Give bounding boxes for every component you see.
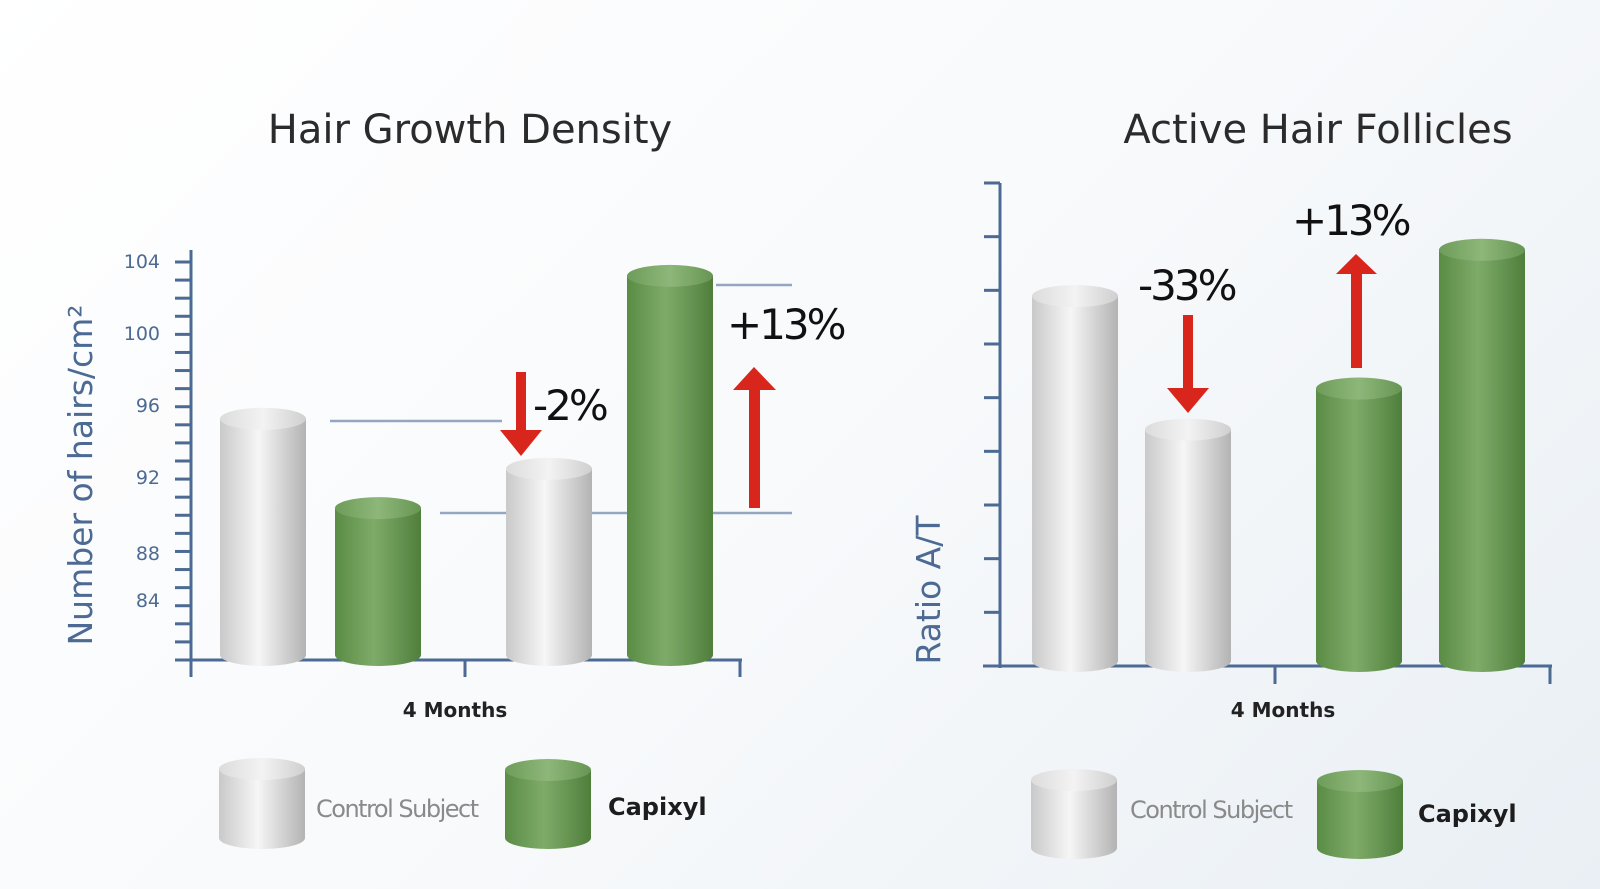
bar-top: [627, 264, 713, 287]
y-tick-label: 88: [136, 543, 160, 565]
bar-body: [1032, 296, 1118, 672]
bar-top: [1317, 770, 1403, 792]
increase-arrow: [1336, 254, 1377, 368]
arrow-shaft: [1183, 315, 1193, 389]
arrow-head: [1336, 254, 1377, 274]
bar-body: [505, 770, 591, 849]
y-axis-label: Ratio A/T: [909, 515, 948, 665]
annotation-label: -33%: [1138, 261, 1236, 310]
bar-top: [1316, 377, 1402, 400]
legend-swatch-control: [219, 758, 305, 849]
legend-swatches: [1031, 769, 1403, 859]
bar-body: [506, 468, 592, 666]
decrease-arrow: [500, 372, 542, 456]
bar-top: [1031, 769, 1117, 791]
legend-label-control: Control Subject: [1130, 796, 1293, 824]
annotation-label: +13%: [727, 300, 845, 349]
bar-top: [220, 407, 306, 430]
arrow-head: [500, 430, 542, 456]
legend-label-control: Control Subject: [316, 795, 479, 823]
x-category-label: 4 Months: [1231, 698, 1335, 722]
decrease-arrow: [1167, 315, 1209, 413]
bars: [1032, 238, 1525, 673]
annotation-label: -2%: [533, 381, 607, 430]
arrow-head: [1167, 388, 1209, 413]
bar-control-subject: [506, 457, 592, 666]
y-axis-ticks: [175, 260, 191, 662]
bar-body: [1031, 780, 1117, 859]
legend-label-capixyl: Capixyl: [608, 793, 707, 821]
y-axis: 104 100 96 92 88 84: [124, 250, 193, 662]
y-axis-ticks: [984, 181, 1000, 668]
y-axis: [984, 181, 1002, 668]
legend: Control Subject Capixyl: [219, 758, 707, 849]
bar-body: [220, 418, 306, 666]
bar-top: [505, 759, 591, 781]
bar-capixyl: [1439, 238, 1525, 673]
bars: [220, 264, 713, 666]
y-axis-label: Number of hairs/cm²: [61, 304, 100, 645]
chart-hair-growth-density: Hair Growth Density Number of hairs/cm² …: [61, 107, 848, 849]
chart-title: Hair Growth Density: [268, 107, 672, 153]
arrow-shaft: [516, 372, 526, 432]
annotation-label: +13%: [1292, 196, 1410, 245]
bar-capixyl: [335, 497, 421, 666]
bar-top: [1145, 418, 1231, 441]
bar-body: [627, 275, 713, 666]
bar-control-subject: [220, 407, 306, 666]
bar-body: [1316, 388, 1402, 672]
x-axis: 4 Months: [983, 664, 1552, 722]
arrow-shaft: [749, 388, 760, 508]
reference-lines: [330, 283, 792, 515]
bar-top: [1032, 285, 1118, 308]
bar-top: [1439, 238, 1525, 261]
bar-control-subject: [1032, 285, 1118, 672]
y-tick-label: 100: [124, 323, 160, 345]
legend-swatch-control: [1031, 769, 1117, 859]
y-axis-tick-labels: 104 100 96 92 88 84: [124, 251, 160, 612]
legend-swatch-capixyl: [505, 759, 591, 849]
bar-body: [219, 769, 305, 849]
x-axis: 4 Months: [189, 658, 742, 722]
y-tick-label: 92: [136, 467, 160, 489]
bar-body: [1439, 249, 1525, 673]
legend: Control Subject Capixyl: [1031, 769, 1517, 859]
bar-control-subject: [1145, 418, 1231, 672]
arrow-head: [733, 367, 776, 390]
change-annotations: -33% +13%: [1138, 196, 1413, 413]
bar-top: [219, 758, 305, 780]
legend-swatches: [219, 758, 591, 849]
bar-top: [506, 457, 592, 480]
arrow-shaft: [1351, 272, 1362, 368]
chart-active-hair-follicles: Active Hair Follicles Ratio A/T 4 Months…: [909, 107, 1552, 859]
change-annotations: -2% +13%: [500, 300, 848, 508]
x-category-label: 4 Months: [403, 698, 507, 722]
bar-body: [1145, 429, 1231, 672]
y-tick-label: 96: [136, 395, 160, 417]
bar-capixyl: [627, 264, 713, 666]
y-tick-label: 84: [136, 590, 160, 612]
bar-body: [1317, 781, 1403, 859]
bar-capixyl: [1316, 377, 1402, 672]
bar-top: [335, 497, 421, 520]
bar-body: [335, 508, 421, 666]
chart-title: Active Hair Follicles: [1123, 107, 1512, 153]
legend-label-capixyl: Capixyl: [1418, 800, 1517, 828]
increase-arrow: [733, 367, 776, 508]
legend-swatch-capixyl: [1317, 770, 1403, 859]
y-tick-label: 104: [124, 251, 160, 273]
